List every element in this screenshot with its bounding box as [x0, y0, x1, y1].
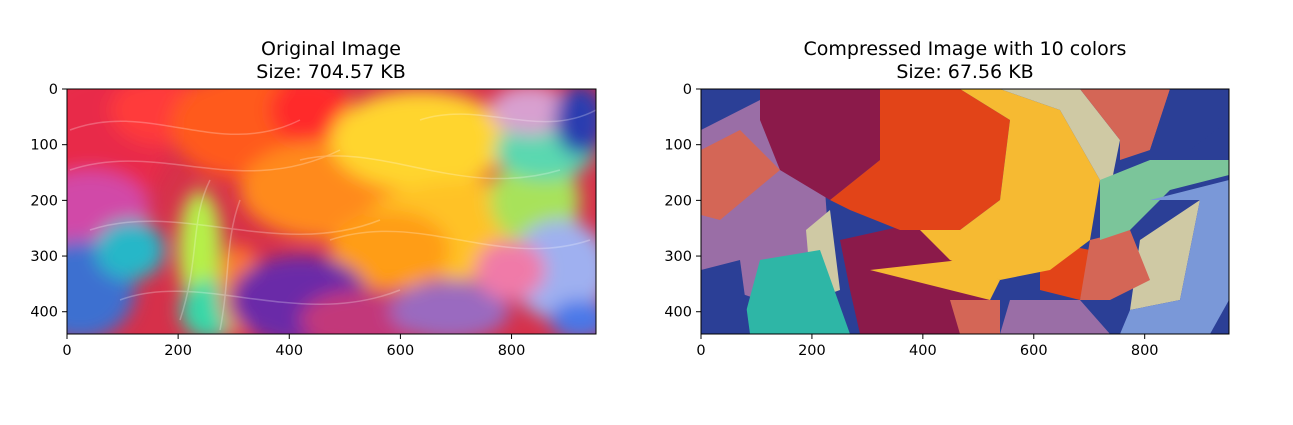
- original-title: Original Image: [261, 38, 401, 60]
- compressed-ytick-label: 400: [664, 305, 692, 321]
- original-image: [67, 89, 596, 334]
- compressed-ytick-label: 100: [664, 138, 692, 154]
- original-size-label: Size: 704.57 KB: [256, 61, 405, 83]
- compressed-size-label: Size: 67.56 KB: [896, 61, 1033, 83]
- original-axes: 0 200 400 600 800 0 100 200 300 400: [30, 82, 525, 359]
- original-xtick-label: 200: [164, 343, 192, 359]
- original-xtick-label: 0: [62, 343, 71, 359]
- compressed-ytick-label: 300: [664, 249, 692, 265]
- original-ytick-label: 200: [30, 193, 58, 209]
- compressed-xtick-label: 200: [798, 343, 826, 359]
- original-xtick-label: 400: [275, 343, 303, 359]
- original-xtick-label: 800: [498, 343, 526, 359]
- compressed-ytick-label: 0: [683, 82, 692, 98]
- original-xtick-label: 600: [387, 343, 415, 359]
- original-image-panel: Original Image Size: 704.57 KB: [30, 38, 597, 359]
- compressed-xtick-label: 600: [1020, 343, 1048, 359]
- compressed-image: [701, 89, 1229, 334]
- original-ytick-label: 400: [30, 305, 58, 321]
- compressed-ytick-label: 200: [664, 193, 692, 209]
- compressed-image-panel: Compressed Image with 10 colors Size: 67…: [664, 38, 1230, 359]
- compressed-xtick-label: 800: [1131, 343, 1159, 359]
- compressed-xtick-label: 0: [696, 343, 705, 359]
- original-ytick-label: 300: [30, 249, 58, 265]
- original-ytick-label: 0: [49, 82, 58, 98]
- compressed-title: Compressed Image with 10 colors: [804, 38, 1127, 60]
- compressed-xtick-label: 400: [909, 343, 937, 359]
- compressed-frame: [700, 88, 1230, 335]
- compressed-axes: 0 200 400 600 800 0 100 200 300 400: [664, 82, 1158, 359]
- original-frame: [66, 88, 597, 335]
- original-ytick-label: 100: [30, 138, 58, 154]
